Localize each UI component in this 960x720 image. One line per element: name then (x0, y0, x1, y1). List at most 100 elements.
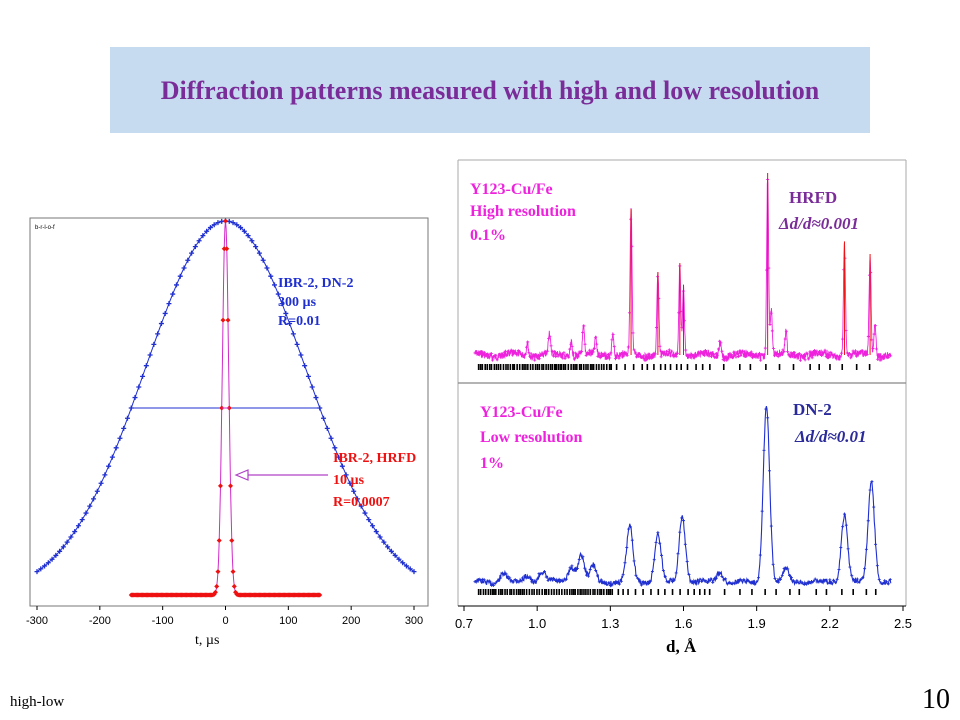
hrfd-data-point (619, 351, 623, 355)
hrfd-data-point (651, 355, 655, 359)
dn2-data-point (513, 578, 517, 582)
dn2-data-point (830, 581, 834, 585)
dn2-data-point (848, 565, 852, 569)
dn2-data-point (767, 469, 771, 473)
hrfd-data-point (748, 354, 752, 358)
dn2-data-point (742, 578, 746, 582)
hrfd-data-point (827, 356, 831, 360)
dn2-data-point (837, 568, 841, 572)
dn2-legend-line-3: R=0.01 (278, 314, 321, 329)
dn2-data-point (594, 569, 598, 573)
dn2-data-point (256, 250, 262, 256)
hrfd-data-point (676, 351, 679, 355)
hrfd-data-point (216, 537, 222, 543)
dn2-data-point (617, 582, 621, 586)
dn2-data-point (778, 577, 782, 581)
dn2-data-point (696, 579, 700, 583)
hrfd-data-point (499, 352, 503, 356)
left-x-tick-label: -300 (26, 615, 48, 627)
dn2-data-point (478, 578, 482, 582)
dn2-data-point (557, 577, 561, 581)
hrfd-data-point (770, 329, 774, 333)
page-number: 10 (922, 684, 950, 715)
hrfd-data-point (800, 353, 804, 357)
hrfd-data-point (230, 569, 236, 575)
dn2-data-point (559, 578, 563, 582)
hrfd-data-point (707, 354, 711, 358)
dn2-data-point (632, 559, 636, 563)
dn2-data-point (639, 583, 643, 587)
hrfd-data-point (810, 356, 814, 360)
hrfd-sample-line-3: 0.1% (470, 227, 506, 244)
hrfd-data-point (584, 354, 588, 358)
dn2-data-point (373, 529, 379, 535)
hrfd-data-point (228, 483, 234, 489)
dn2-data-point (795, 579, 799, 583)
dn2-data-point (504, 572, 508, 576)
dn2-data-point (769, 524, 773, 528)
dn2-data-point (634, 573, 638, 577)
dn2-data-point (731, 581, 735, 585)
dn2-data-point (321, 415, 327, 421)
hrfd-data-point (494, 353, 498, 357)
hrfd-data-point (647, 352, 651, 356)
hrfd-data-point (592, 347, 596, 351)
hrfd-data-point (848, 352, 852, 356)
dn2-data-point (738, 577, 742, 581)
hrfd-data-point (636, 354, 640, 358)
dn2-data-point (519, 579, 523, 583)
dn2-data-point (736, 580, 740, 584)
dn2-data-point (181, 265, 187, 271)
hrfd-data-point (739, 353, 743, 357)
hrfd-data-point (852, 352, 856, 356)
dn2-data-point (689, 579, 693, 583)
hrfd-data-point (714, 352, 718, 356)
hrfd-data-point (716, 347, 720, 351)
hrfd-data-point (786, 350, 790, 354)
dn2-data-point (835, 577, 839, 581)
dn2-data-point (491, 583, 495, 587)
dn2-data-point (747, 580, 751, 584)
dn2-data-point (676, 552, 680, 556)
dn2-sample-line-1: Y123-Cu/Fe (480, 404, 563, 421)
hrfd-data-point (506, 350, 510, 354)
dn2-data-point (249, 238, 255, 244)
dn2-data-point (841, 525, 845, 529)
dn2-data-point (113, 445, 119, 451)
dn2-data-point (140, 373, 146, 379)
hrfd-data-point (817, 351, 821, 355)
hrfd-resolution-label: Δd/d≈0.001 (778, 214, 859, 233)
dn2-data-point (661, 569, 665, 573)
dn2-data-point (821, 580, 825, 584)
dn2-data-point (57, 548, 63, 554)
hrfd-data-point (667, 348, 671, 352)
hrfd-data-point (802, 356, 806, 360)
hrfd-data-point (768, 323, 772, 327)
dn2-data-point (579, 553, 583, 557)
hrfd-data-point (839, 351, 843, 355)
hrfd-legend-line-2: 10 µs (333, 473, 365, 488)
dn2-data-point (755, 580, 759, 584)
dn2-data-point (94, 488, 100, 494)
dn2-data-point (775, 580, 779, 584)
slide-title: Diffraction patterns measured with high … (160, 75, 820, 105)
hrfd-data-point (666, 352, 670, 356)
dn2-data-point (400, 560, 406, 566)
left-corner-label: b-r-l-o-f (35, 225, 55, 231)
hrfd-data-point (603, 351, 607, 355)
dn2-data-point (302, 363, 308, 369)
hrfd-legend-line-1: IBR-2, HRFD (333, 451, 416, 466)
hrfd-data-point (637, 351, 641, 355)
dn2-data-point (313, 395, 319, 401)
dn2-data-point (283, 310, 289, 316)
dn2-data-point (599, 578, 603, 582)
right-x-tick-label: 1.9 (748, 616, 766, 631)
right-x-axis-label: d, Å (666, 637, 697, 656)
dn2-data-point (762, 448, 766, 452)
hrfd-data-point (509, 348, 513, 352)
hrfd-data-point (872, 332, 876, 336)
dn2-data-point (627, 527, 631, 531)
dn2-data-point (521, 576, 525, 580)
dn2-data-point (189, 250, 195, 256)
